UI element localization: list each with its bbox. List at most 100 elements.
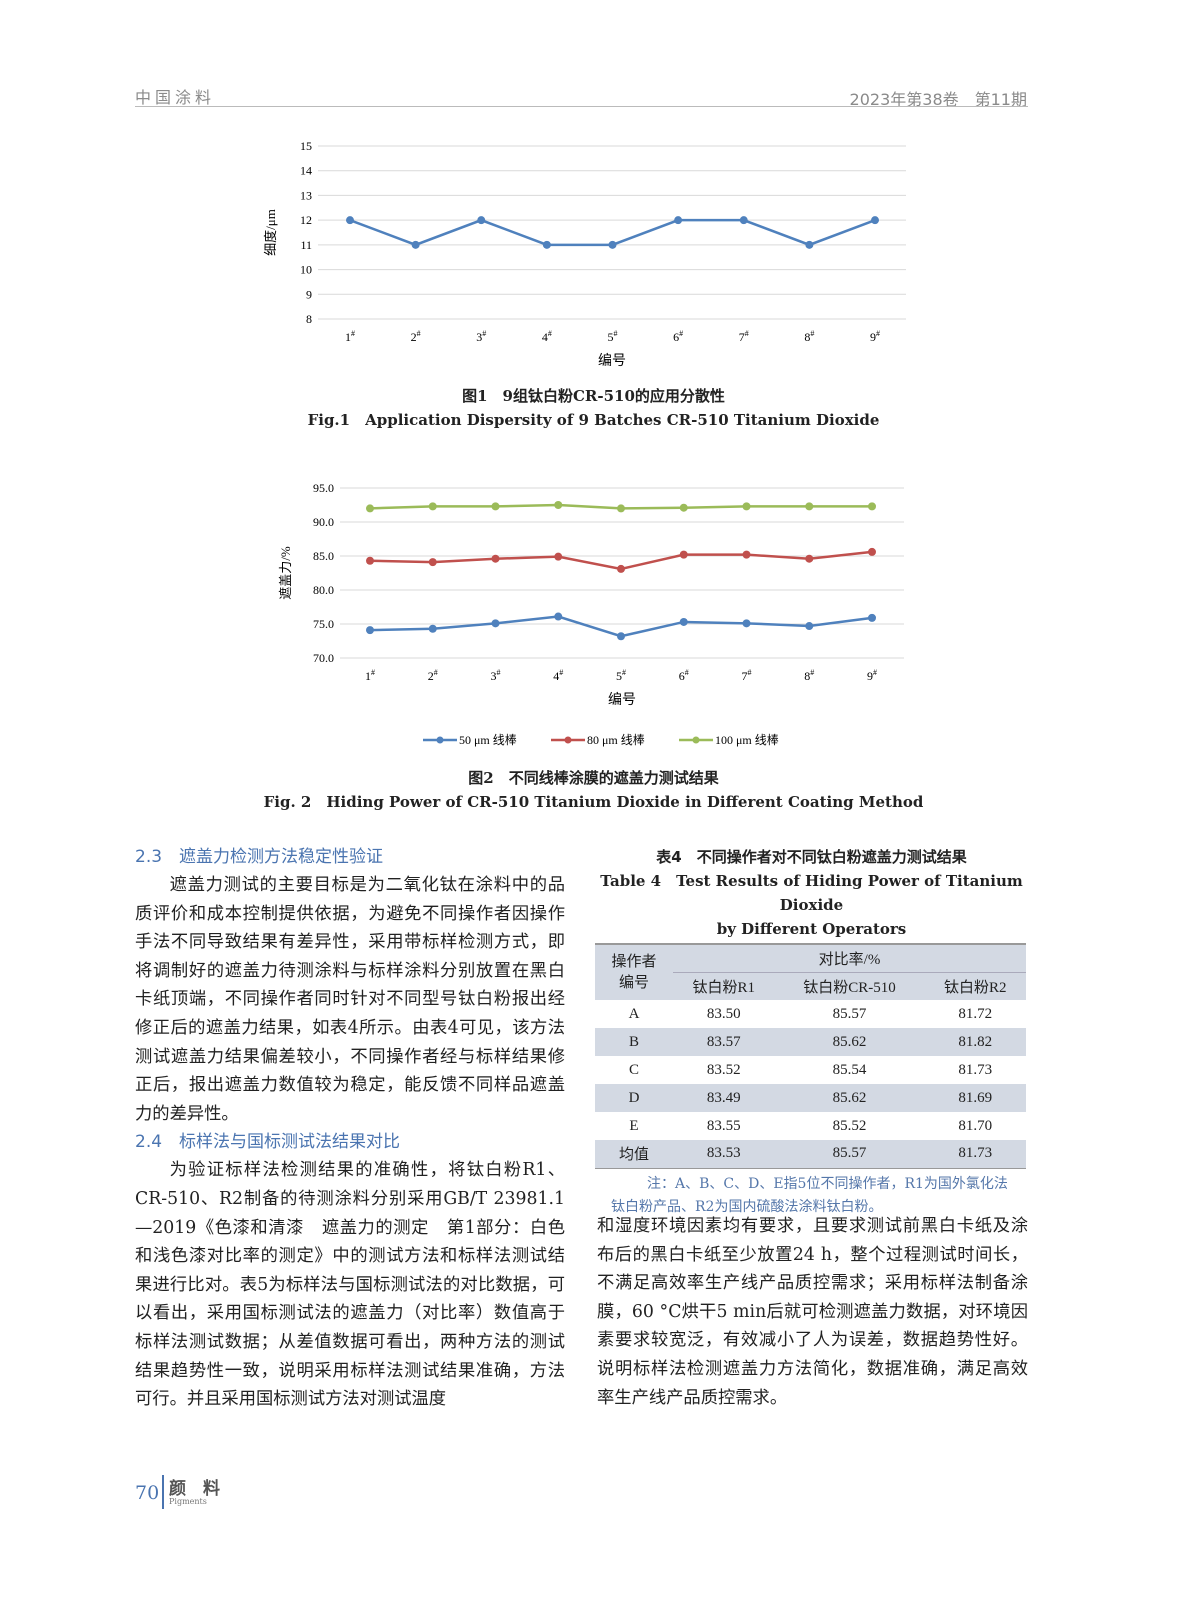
legend-marker: [564, 736, 572, 744]
x-tick-label: 3#: [476, 329, 486, 344]
data-point: [674, 216, 683, 225]
figure2-chart: 70.0 75.0 80.0 85.0 90.0 95.0 1# 2# 3# 4# 5# 6# 7# 8#…: [278, 481, 904, 747]
page-number: 70: [135, 1482, 160, 1504]
section-2-3-heading: 2.3 遮盖力检测方法稳定性验证: [135, 847, 384, 867]
table4-block: 表4 不同操作者对不同钛白粉遮盖力测试结果 Table 4 Test Resul…: [595, 845, 1028, 1219]
figure1-caption-cn: 图1 9组钛白粉CR-510的应用分散性: [462, 387, 725, 405]
data-point: [679, 617, 688, 626]
x-axis-label: 编号: [608, 692, 636, 708]
data-point: [491, 554, 500, 563]
data-point: [608, 240, 617, 249]
legend-marker: [692, 736, 700, 744]
x-tick-label: 1#: [365, 668, 375, 683]
x-tick-label: 5#: [616, 668, 626, 683]
data-point: [542, 240, 551, 249]
figure1-chart: 8 9 10 11 12 13 14 15 1# 2# 3# 4# 5# 6# 7# 8# 9# 编号 细度/μm: [263, 139, 906, 369]
table-cell: 81.73: [958, 1145, 993, 1162]
data-point: [491, 502, 500, 511]
table-cell: 83.52: [706, 1061, 741, 1078]
data-point: [366, 556, 374, 565]
issue-info: 2023年第38卷 第11期: [849, 90, 1027, 109]
table-cell: C: [628, 1061, 639, 1078]
table-cell: 85.62: [832, 1089, 867, 1106]
table-cell: A: [628, 1005, 640, 1022]
data-point: [477, 216, 486, 225]
table4-title-cn: 表4 不同操作者对不同钛白粉遮盖力测试结果: [656, 848, 967, 866]
legend-label: 100 μm 线棒: [715, 733, 779, 747]
data-point: [554, 612, 563, 621]
table-cell: 85.57: [832, 1005, 867, 1022]
table-cell: 81.73: [958, 1061, 993, 1078]
table-cell: D: [628, 1089, 640, 1106]
x-tick-label: 5#: [608, 329, 618, 344]
table-row: 均值 83.53 85.57 81.73: [595, 1140, 1026, 1168]
legend-label: 80 μm 线棒: [587, 733, 645, 747]
section-2-4-paragraph: 为验证标样法检测结果的准确性，将钛白粉R1、CR-510、R2制备的待测涂料分别…: [135, 1160, 565, 1410]
data-point: [742, 502, 751, 511]
x-tick-label: 8#: [804, 668, 814, 683]
data-point: [742, 550, 751, 559]
data-point: [868, 547, 876, 556]
data-point: [739, 216, 748, 225]
y-tick-label: 11: [300, 238, 312, 252]
x-tick-label: 4#: [542, 329, 552, 344]
table-cell: E: [629, 1117, 639, 1134]
data-point: [805, 240, 814, 249]
table-cell: 83.53: [706, 1145, 741, 1162]
table-cell: 83.57: [706, 1033, 741, 1050]
legend-marker: [436, 736, 444, 744]
table-cell: B: [628, 1033, 639, 1050]
table-cell: 81.69: [958, 1089, 993, 1106]
table-cell: 83.55: [706, 1117, 741, 1134]
header-rule: [135, 106, 1028, 107]
journal-name: 中国涂料: [135, 88, 216, 107]
data-point: [679, 550, 688, 559]
col-cr510: 钛白粉CR-510: [803, 979, 896, 996]
x-tick-label: 7#: [742, 668, 752, 683]
header-operator: 操作者: [611, 953, 657, 970]
table-row: D 83.49 85.62 81.69: [595, 1084, 1026, 1112]
table4-title-en-2: by Different Operators: [716, 920, 907, 938]
data-point: [554, 501, 563, 509]
table-cell: 83.50: [706, 1005, 741, 1022]
y-tick-label: 75.0: [313, 617, 334, 631]
header-contrast-ratio: 对比率/%: [673, 944, 1026, 973]
x-tick-label: 8#: [804, 329, 814, 344]
data-point: [428, 558, 437, 567]
y-tick-label: 80.0: [313, 583, 334, 597]
table-cell: 85.52: [832, 1117, 867, 1134]
table-cell: 81.82: [958, 1033, 993, 1050]
y-tick-label: 13: [300, 188, 312, 202]
x-axis-label: 编号: [598, 353, 626, 369]
table-row: C 83.52 85.54 81.73: [595, 1056, 1026, 1084]
table-cell: 85.62: [832, 1033, 867, 1050]
data-point: [411, 240, 420, 249]
table-cell: 85.54: [832, 1061, 867, 1078]
data-point: [679, 503, 688, 512]
data-point: [805, 622, 814, 631]
data-point: [742, 619, 751, 628]
data-point: [554, 552, 563, 561]
y-tick-label: 8: [306, 312, 312, 326]
header-number: 编号: [618, 974, 649, 991]
table4: 操作者 编号 对比率/% 钛白粉R1 钛白粉CR-510 钛白粉R2 A 83.50 85…: [595, 943, 1026, 1169]
x-tick-label: 6#: [673, 329, 683, 344]
data-point: [868, 502, 876, 511]
section-2-3-paragraph: 遮盖力测试的主要目标是为二氧化钛在涂料中的品质评价和成本控制提供依据，为避免不同…: [135, 875, 565, 1124]
figure1-caption-en: Fig.1 Application Dispersity of 9 Batche…: [307, 411, 880, 429]
y-axis-label: 细度/μm: [263, 209, 278, 256]
x-tick-label: 6#: [679, 668, 689, 683]
right-column-paragraph: 和湿度环境因素均有要求，且要求测试前黑白卡纸及涂布后的黑白卡纸至少放置24 h，…: [597, 1216, 1028, 1408]
data-point: [346, 216, 354, 225]
data-point: [366, 504, 374, 513]
x-tick-label: 9#: [867, 668, 877, 683]
table-row: A 83.50 85.57 81.72: [595, 1000, 1026, 1028]
legend-label: 50 μm 线棒: [459, 733, 517, 747]
y-tick-label: 12: [300, 213, 312, 227]
footer-rule: [162, 1475, 164, 1509]
col-r2: 钛白粉R2: [944, 979, 1007, 996]
data-point: [617, 504, 625, 513]
section-2-4-heading: 2.4 标样法与国标测试法结果对比: [135, 1132, 401, 1153]
table4-note-2: 钛白粉产品、R2为国内硫酸法涂料钛白粉。: [611, 1198, 883, 1215]
x-tick-label: 7#: [739, 329, 749, 344]
